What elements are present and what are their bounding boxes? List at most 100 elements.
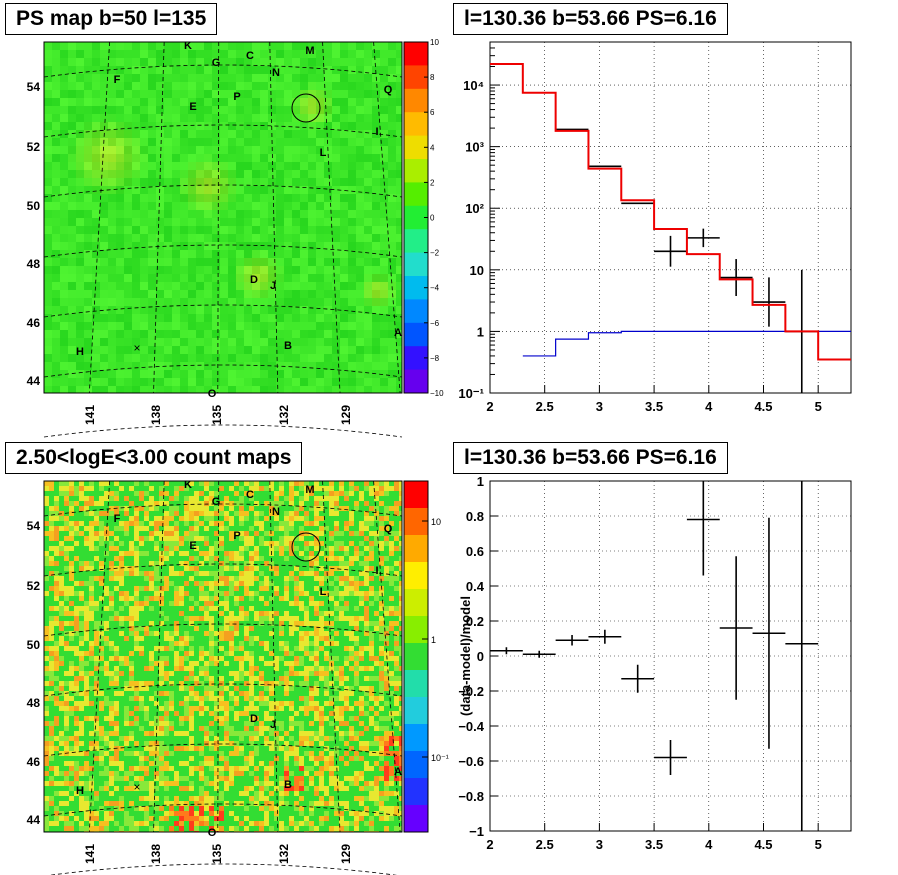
ps-map-pixel xyxy=(60,82,68,90)
count-map-pixel xyxy=(214,501,219,506)
count-map-pixel xyxy=(99,601,104,606)
ps-map-pixel xyxy=(332,370,340,378)
count-map-pixel xyxy=(109,491,114,496)
count-map-pixel xyxy=(219,556,224,561)
count-map-pixel xyxy=(149,656,154,661)
count-map-pixel xyxy=(309,616,314,621)
count-map-pixel xyxy=(359,626,364,631)
ps-map-pixel xyxy=(196,210,204,218)
ps-map-pixel xyxy=(196,330,204,338)
count-map-pixel xyxy=(169,496,174,501)
count-map-pixel xyxy=(334,511,339,516)
count-map-pixel xyxy=(319,586,324,591)
count-map-pixel xyxy=(309,636,314,641)
ps-map-pixel xyxy=(132,50,140,58)
count-map-pixel xyxy=(144,536,149,541)
count-map-pixel xyxy=(299,576,304,581)
count-map-pixel xyxy=(179,681,184,686)
count-map-pixel xyxy=(229,596,234,601)
ps-map-pixel xyxy=(372,186,380,194)
ps-map-pixel xyxy=(236,354,244,362)
ps-map-pixel xyxy=(308,50,316,58)
ps-map-pixel xyxy=(44,242,52,250)
ps-map-pixel xyxy=(140,114,148,122)
ps-map-pixel xyxy=(60,210,68,218)
ps-map-pixel xyxy=(124,178,132,186)
count-map-pixel xyxy=(99,586,104,591)
count-map-pixel xyxy=(164,541,169,546)
count-map-pixel xyxy=(279,651,284,656)
ps-map-pixel xyxy=(92,338,100,346)
count-map-pixel xyxy=(354,551,359,556)
count-map-pixel xyxy=(274,536,279,541)
ps-map-pixel xyxy=(188,242,196,250)
ps-map-pixel xyxy=(316,258,324,266)
count-map-pixel xyxy=(49,606,54,611)
count-map-pixel xyxy=(179,641,184,646)
ps-map-pixel xyxy=(276,314,284,322)
count-map-pixel xyxy=(59,616,64,621)
ps-map-pixel xyxy=(148,210,156,218)
count-map-pixel xyxy=(234,616,239,621)
ps-map-pixel xyxy=(212,178,220,186)
ps-map-pixel xyxy=(84,66,92,74)
count-map-pixel xyxy=(314,636,319,641)
ps-map-pixel xyxy=(164,234,172,242)
count-map-pixel xyxy=(329,541,334,546)
ps-map-pixel xyxy=(172,298,180,306)
count-map-pixel xyxy=(114,486,119,491)
count-map-pixel xyxy=(244,671,249,676)
count-map-pixel xyxy=(74,481,79,486)
count-map-pixel xyxy=(94,671,99,676)
count-map-pixel xyxy=(374,666,379,671)
ps-map-pixel xyxy=(204,186,212,194)
count-map-pixel xyxy=(379,526,384,531)
ps-map-pixel xyxy=(308,66,316,74)
count-map-pixel xyxy=(229,581,234,586)
ps-map-pixel xyxy=(180,362,188,370)
ps-map-pixel xyxy=(388,106,396,114)
count-map-pixel xyxy=(184,681,189,686)
count-map-pixel xyxy=(119,551,124,556)
count-map-pixel xyxy=(399,561,402,566)
ps-map-pixel xyxy=(236,162,244,170)
ps-map-pixel xyxy=(388,226,396,234)
count-map-pixel xyxy=(379,596,384,601)
count-map-pixel xyxy=(74,511,79,516)
count-map-pixel xyxy=(254,531,259,536)
ps-map-pixel xyxy=(44,338,52,346)
count-map-pixel xyxy=(104,511,109,516)
count-map-pixel xyxy=(274,646,279,651)
ps-map-pixel xyxy=(172,170,180,178)
count-map-pixel xyxy=(194,531,199,536)
count-map-pixel xyxy=(94,576,99,581)
ps-map-pixel xyxy=(108,322,116,330)
count-map-pixel xyxy=(184,531,189,536)
ps-map-pixel xyxy=(164,218,172,226)
ps-map-pixel xyxy=(300,226,308,234)
count-map-pixel xyxy=(384,521,389,526)
count-map-pixel xyxy=(79,631,84,636)
ps-map-pixel xyxy=(372,226,380,234)
count-map-pixel xyxy=(389,546,394,551)
ps-map-pixel xyxy=(76,266,84,274)
count-map-pixel xyxy=(314,591,319,596)
count-map-pixel xyxy=(214,561,219,566)
ps-map-pixel xyxy=(228,186,236,194)
count-map-pixel xyxy=(289,601,294,606)
count-map-pixel xyxy=(239,616,244,621)
count-map-pixel xyxy=(334,506,339,511)
ps-map-pixel xyxy=(236,314,244,322)
ps-map-pixel xyxy=(164,170,172,178)
ps-map-pixel xyxy=(132,66,140,74)
ps-map-pixel xyxy=(180,266,188,274)
ps-map-pixel xyxy=(332,378,340,386)
ps-map-pixel xyxy=(68,58,76,66)
count-map-pixel xyxy=(224,491,229,496)
ps-map-pixel xyxy=(228,298,236,306)
ps-map-pixel xyxy=(220,98,228,106)
count-map-pixel xyxy=(214,551,219,556)
count-map-pixel xyxy=(189,646,194,651)
count-map-pixel xyxy=(144,636,149,641)
count-map-pixel xyxy=(189,566,194,571)
